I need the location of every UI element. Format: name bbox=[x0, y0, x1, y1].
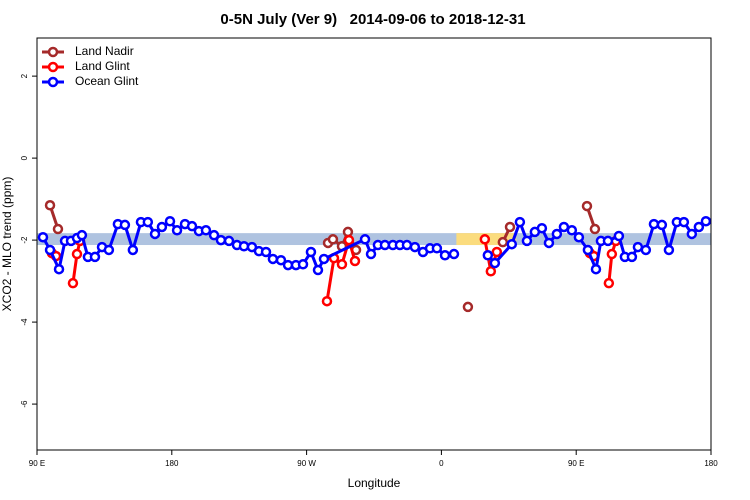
point bbox=[613, 230, 625, 242]
point bbox=[656, 219, 668, 231]
point bbox=[365, 248, 377, 260]
point bbox=[359, 234, 371, 245]
point bbox=[200, 225, 212, 236]
point bbox=[67, 277, 79, 289]
point bbox=[431, 243, 443, 254]
point bbox=[497, 236, 509, 248]
point bbox=[149, 228, 161, 240]
point bbox=[164, 215, 176, 227]
point bbox=[267, 253, 279, 265]
point bbox=[551, 228, 563, 240]
x-tick-label: 90 E bbox=[29, 459, 45, 468]
point bbox=[536, 222, 548, 234]
point bbox=[602, 235, 614, 247]
point bbox=[626, 251, 638, 263]
y-tick-label: 2 bbox=[20, 73, 29, 78]
point bbox=[186, 220, 198, 232]
point bbox=[297, 259, 309, 270]
point bbox=[318, 253, 330, 265]
point bbox=[482, 250, 494, 261]
point bbox=[566, 225, 578, 236]
point bbox=[275, 254, 287, 266]
legend-marker bbox=[47, 76, 59, 88]
x-tick-label: 180 bbox=[165, 459, 179, 468]
point bbox=[581, 200, 593, 212]
point bbox=[640, 244, 652, 256]
point bbox=[215, 234, 227, 246]
y-tick-label: -2 bbox=[20, 236, 29, 244]
point bbox=[127, 244, 139, 256]
point bbox=[700, 215, 711, 227]
y-axis-label: XCO2 - MLO trend (ppm) bbox=[0, 177, 14, 312]
point bbox=[76, 229, 88, 241]
point bbox=[521, 235, 533, 247]
point bbox=[439, 250, 451, 261]
point bbox=[514, 216, 526, 228]
x-tick-label: 180 bbox=[704, 459, 718, 468]
point bbox=[686, 228, 698, 240]
point bbox=[171, 225, 183, 236]
plot bbox=[37, 200, 711, 313]
point bbox=[223, 235, 235, 247]
point bbox=[506, 238, 518, 250]
point bbox=[693, 221, 705, 233]
point bbox=[485, 266, 497, 277]
point bbox=[142, 216, 154, 228]
point bbox=[491, 246, 503, 258]
point bbox=[44, 244, 56, 256]
point bbox=[312, 264, 324, 276]
point bbox=[52, 223, 64, 235]
point bbox=[603, 277, 615, 289]
point bbox=[606, 248, 618, 260]
point bbox=[71, 248, 83, 260]
point bbox=[349, 255, 361, 267]
point bbox=[582, 244, 594, 256]
point bbox=[504, 221, 516, 233]
point bbox=[479, 234, 491, 245]
y-tick-label: -4 bbox=[20, 318, 29, 326]
y-tick-label: -6 bbox=[20, 400, 29, 408]
point bbox=[543, 237, 555, 249]
point bbox=[573, 231, 585, 243]
legend-label: Land Nadir bbox=[75, 44, 134, 58]
point bbox=[343, 234, 355, 246]
point bbox=[321, 295, 333, 307]
point bbox=[409, 241, 421, 253]
point bbox=[44, 200, 56, 211]
point bbox=[678, 216, 690, 228]
legend-marker bbox=[47, 61, 59, 73]
point bbox=[156, 221, 168, 233]
legend-label: Ocean Glint bbox=[75, 74, 139, 88]
point bbox=[663, 244, 675, 256]
point bbox=[119, 219, 131, 231]
point bbox=[103, 244, 115, 256]
x-axis-label: Longitude bbox=[348, 476, 401, 490]
y-tick-label: 0 bbox=[20, 155, 29, 160]
point bbox=[208, 229, 220, 241]
point bbox=[448, 248, 460, 260]
chart-title: 0-5N July (Ver 9) 2014-09-06 to 2018-12-… bbox=[220, 11, 525, 28]
point bbox=[590, 263, 602, 275]
point bbox=[327, 234, 339, 245]
x-tick-label: 0 bbox=[439, 459, 444, 468]
band bbox=[37, 233, 711, 246]
legend-marker bbox=[47, 46, 59, 58]
x-tick-label: 90 E bbox=[568, 459, 584, 468]
point bbox=[305, 246, 317, 258]
x-tick-label: 90 W bbox=[297, 459, 316, 468]
point bbox=[260, 246, 272, 258]
point bbox=[462, 301, 474, 313]
point bbox=[589, 223, 601, 235]
point bbox=[489, 257, 501, 269]
point bbox=[37, 231, 49, 243]
point bbox=[89, 251, 101, 263]
point bbox=[342, 226, 354, 238]
plot-frame bbox=[36, 37, 712, 451]
point bbox=[53, 263, 65, 275]
point bbox=[336, 259, 348, 270]
legend-label: Land Glint bbox=[75, 59, 130, 73]
